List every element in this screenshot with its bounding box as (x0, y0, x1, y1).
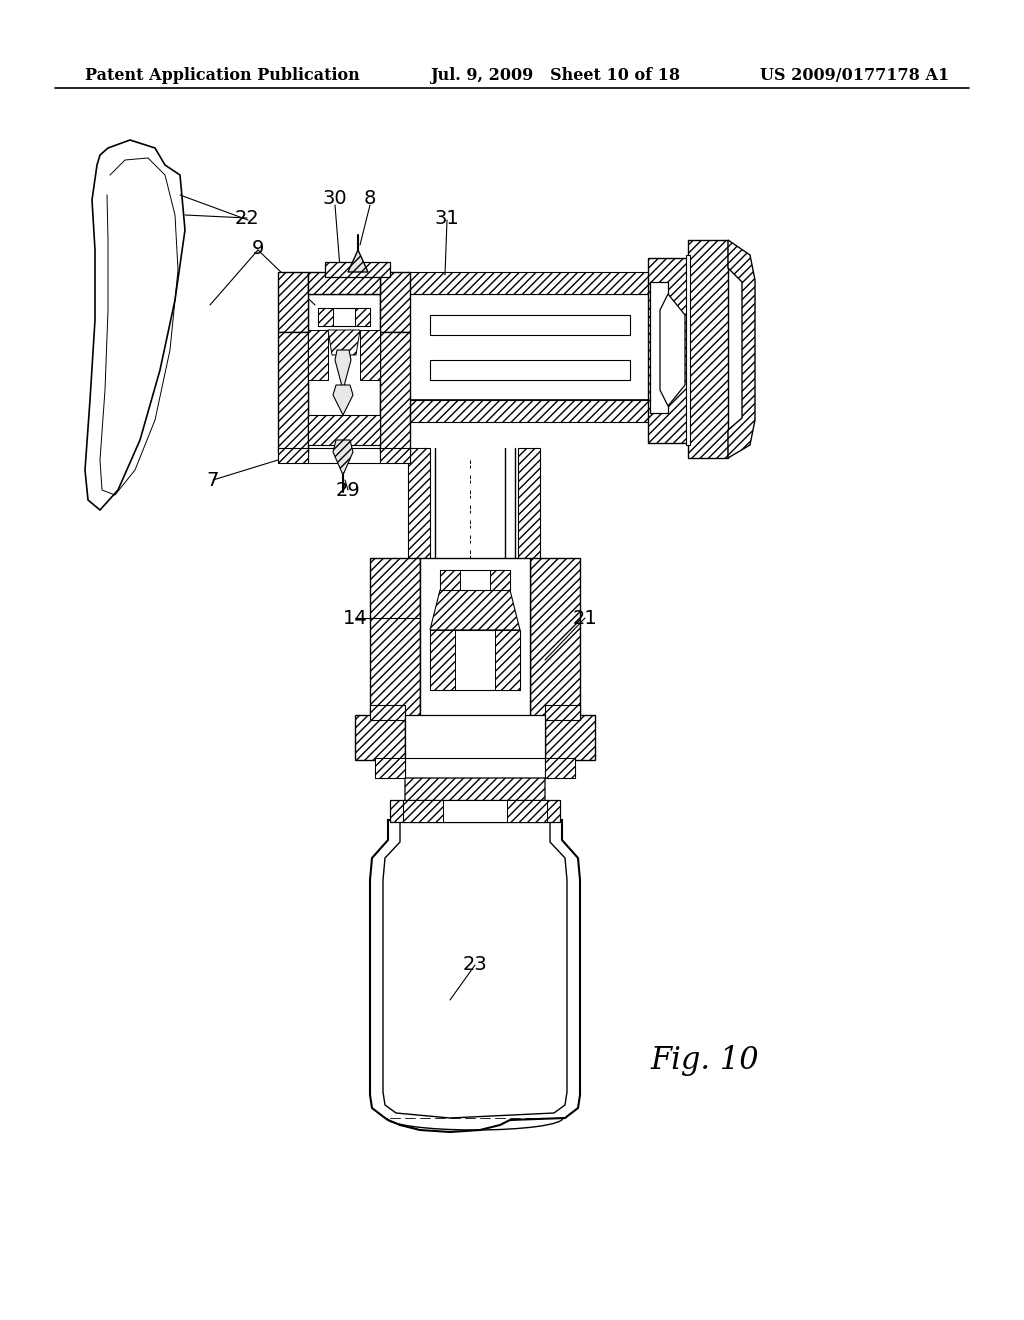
Polygon shape (440, 570, 460, 590)
Polygon shape (278, 333, 308, 451)
Polygon shape (495, 630, 520, 690)
Text: 14: 14 (343, 609, 368, 627)
Text: 22: 22 (234, 209, 259, 227)
Polygon shape (375, 758, 406, 777)
Polygon shape (380, 447, 410, 463)
Polygon shape (335, 350, 351, 389)
Polygon shape (333, 385, 353, 414)
Polygon shape (370, 705, 406, 719)
Polygon shape (390, 800, 560, 822)
Polygon shape (430, 360, 630, 380)
Polygon shape (383, 820, 567, 1118)
Polygon shape (420, 558, 530, 718)
Polygon shape (650, 282, 668, 413)
Polygon shape (660, 294, 685, 407)
Polygon shape (318, 308, 370, 326)
Polygon shape (430, 315, 630, 335)
Polygon shape (688, 240, 728, 458)
Polygon shape (545, 715, 595, 760)
Text: 9: 9 (252, 239, 264, 257)
Polygon shape (490, 570, 510, 590)
Polygon shape (545, 705, 580, 719)
Text: Jul. 9, 2009   Sheet 10 of 18: Jul. 9, 2009 Sheet 10 of 18 (430, 66, 680, 83)
Text: 31: 31 (434, 209, 460, 227)
Polygon shape (648, 257, 688, 444)
Polygon shape (430, 630, 520, 690)
Text: 7: 7 (207, 470, 219, 490)
Polygon shape (348, 249, 368, 272)
Polygon shape (325, 261, 390, 277)
Polygon shape (406, 715, 545, 760)
Polygon shape (278, 272, 308, 333)
Polygon shape (518, 447, 540, 578)
Polygon shape (360, 330, 380, 380)
Polygon shape (380, 272, 410, 333)
Polygon shape (430, 630, 455, 690)
Polygon shape (530, 558, 580, 718)
Polygon shape (408, 272, 650, 294)
Polygon shape (380, 333, 410, 451)
Polygon shape (370, 558, 420, 718)
Polygon shape (375, 758, 406, 777)
Text: Fig. 10: Fig. 10 (650, 1044, 759, 1076)
Polygon shape (440, 570, 510, 590)
Polygon shape (728, 240, 755, 458)
Polygon shape (355, 715, 406, 760)
Polygon shape (406, 777, 545, 820)
Text: 29: 29 (336, 480, 360, 499)
Text: 21: 21 (572, 609, 597, 627)
Polygon shape (408, 400, 650, 422)
Polygon shape (308, 414, 380, 445)
Polygon shape (370, 820, 580, 1133)
Polygon shape (333, 440, 353, 475)
Polygon shape (318, 308, 333, 326)
Text: 8: 8 (364, 189, 376, 207)
Polygon shape (278, 447, 308, 463)
Polygon shape (308, 272, 380, 294)
Polygon shape (403, 800, 443, 822)
Polygon shape (308, 330, 328, 380)
Text: Patent Application Publication: Patent Application Publication (85, 66, 359, 83)
Polygon shape (308, 447, 380, 463)
Polygon shape (328, 330, 360, 355)
Polygon shape (408, 447, 430, 578)
Text: 23: 23 (463, 956, 487, 974)
Polygon shape (507, 800, 547, 822)
Polygon shape (85, 140, 185, 510)
Polygon shape (406, 758, 545, 777)
Polygon shape (403, 800, 547, 822)
Polygon shape (545, 758, 575, 777)
Text: 30: 30 (323, 189, 347, 207)
Polygon shape (308, 294, 380, 454)
Polygon shape (545, 758, 575, 777)
Polygon shape (686, 255, 690, 445)
Text: US 2009/0177178 A1: US 2009/0177178 A1 (760, 66, 949, 83)
Polygon shape (355, 308, 370, 326)
Polygon shape (408, 294, 650, 400)
Polygon shape (430, 590, 520, 630)
